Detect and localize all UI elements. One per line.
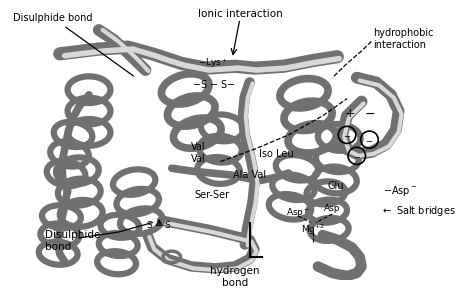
Text: hydrogen
bond: hydrogen bond <box>210 266 260 288</box>
Text: Ala Val: Ala Val <box>233 170 266 180</box>
Text: $-$: $-$ <box>365 135 374 144</box>
Text: Asp: Asp <box>324 204 341 213</box>
Text: Disulphide
bond: Disulphide bond <box>45 230 100 252</box>
Text: $-$Lys$^+$: $-$Lys$^+$ <box>199 57 229 70</box>
Text: Ser-Ser: Ser-Ser <box>194 190 229 200</box>
Text: Mg$^{+2}$: Mg$^{+2}$ <box>301 223 325 237</box>
Text: S $-$ S: S $-$ S <box>146 219 172 230</box>
Text: +: + <box>345 107 356 120</box>
Text: Val
Val: Val Val <box>191 142 206 164</box>
Text: Glu: Glu <box>328 181 344 191</box>
Text: $-$: $-$ <box>343 130 351 139</box>
Text: Asp$^-$: Asp$^-$ <box>286 206 310 219</box>
Text: Ionic interaction: Ionic interaction <box>198 9 283 19</box>
Text: $-$Asp$^-$: $-$Asp$^-$ <box>383 185 418 199</box>
Text: hydrophobic
interaction: hydrophobic interaction <box>374 28 434 50</box>
Text: Disulphide bond: Disulphide bond <box>13 13 134 76</box>
Text: $-$S $-$ S$-$: $-$S $-$ S$-$ <box>191 78 236 90</box>
Text: $\leftarrow$ Salt bridges: $\leftarrow$ Salt bridges <box>381 204 456 218</box>
Text: Iso Leu: Iso Leu <box>259 149 294 159</box>
Text: $-$: $-$ <box>364 107 375 120</box>
Text: $-$: $-$ <box>353 151 361 160</box>
